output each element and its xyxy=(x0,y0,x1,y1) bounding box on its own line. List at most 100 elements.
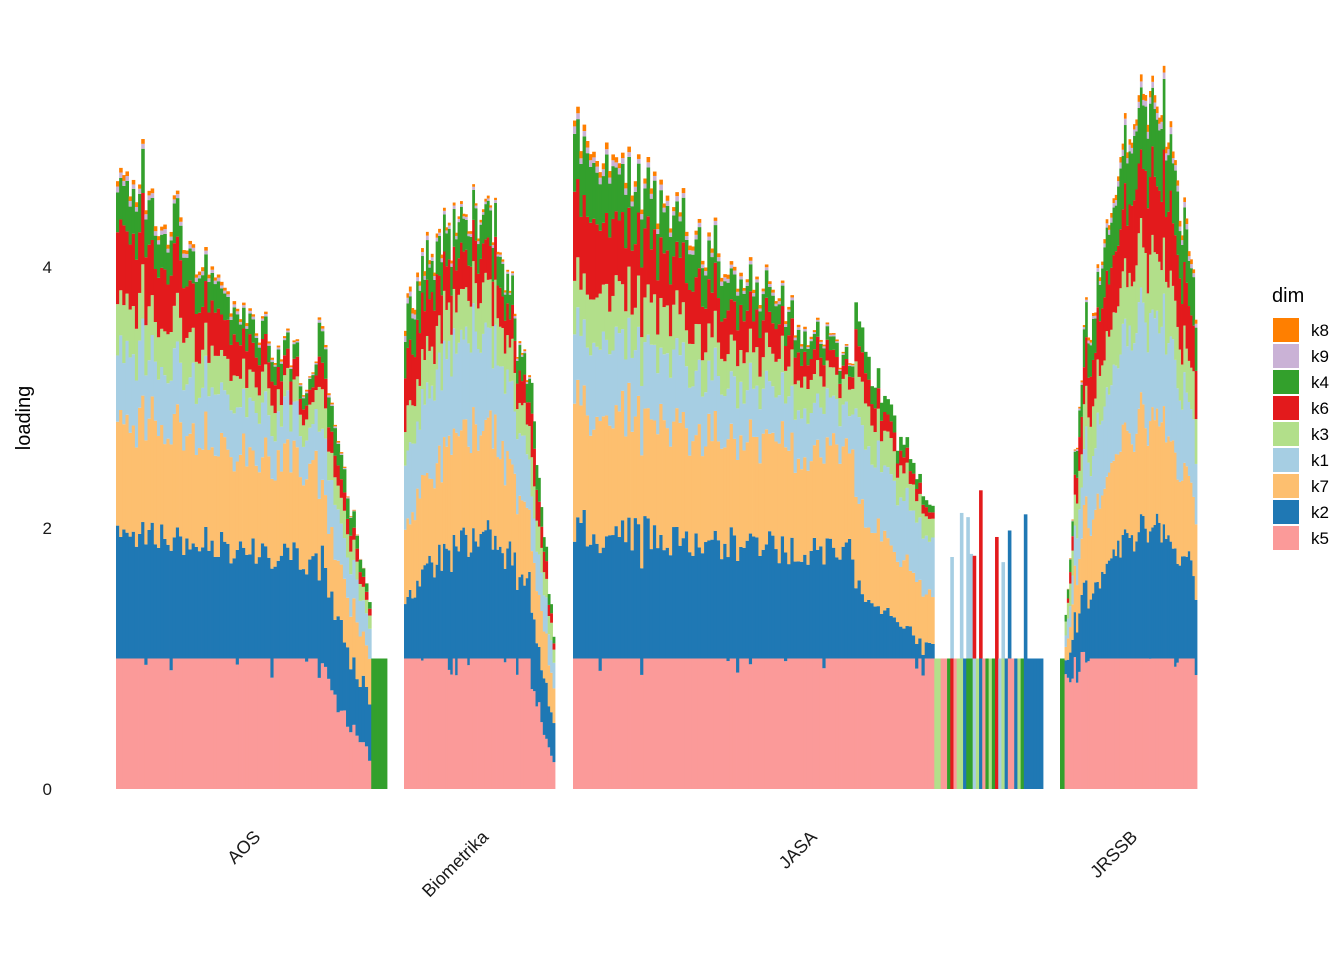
bar-segment-k3 xyxy=(238,378,243,408)
bar-segment-k6 xyxy=(1137,163,1141,234)
bar-segment-k9 xyxy=(678,216,683,222)
bar-segment-k9 xyxy=(166,248,170,253)
bar-segment-k8 xyxy=(496,251,500,255)
bar-segment-k2 xyxy=(423,565,427,659)
bar-segment-k8 xyxy=(1085,297,1088,300)
bar-segment-k4 xyxy=(188,248,193,281)
bar-segment-k3 xyxy=(305,419,309,441)
bar-segment-k6 xyxy=(520,381,524,406)
bar-segment-k8 xyxy=(646,157,651,163)
bar-segment-k6 xyxy=(455,270,458,313)
bar-segment-k8 xyxy=(617,163,622,169)
bar-segment-k3 xyxy=(905,462,910,488)
bar-segment-k3 xyxy=(688,343,692,388)
bar-segment-k6 xyxy=(1119,229,1123,289)
bar-segment-k1 xyxy=(1165,354,1168,443)
bar-segment-k2 xyxy=(153,544,158,659)
bar-segment-k3 xyxy=(863,403,868,450)
bar-segment-k9 xyxy=(210,269,215,273)
bar-segment-k2 xyxy=(688,552,692,659)
bar-segment-k8 xyxy=(1105,219,1109,224)
bar-segment-k3 xyxy=(1017,658,1022,789)
bar-segment-k2 xyxy=(1162,524,1166,659)
bar-segment-k5 xyxy=(484,658,488,789)
bar-segment-k8 xyxy=(1146,124,1150,132)
bar-segment-k8 xyxy=(694,230,699,235)
bar-segment-k2 xyxy=(1082,582,1086,652)
bar-segment-k4 xyxy=(413,319,417,358)
bar-segment-k8 xyxy=(784,321,788,325)
bar-segment-k3 xyxy=(550,622,553,641)
bar-segment-k3 xyxy=(579,289,583,336)
bar-segment-k9 xyxy=(1194,323,1198,328)
bar-segment-k3 xyxy=(421,349,424,389)
bar-segment-k8 xyxy=(257,342,262,345)
bar-segment-k6 xyxy=(336,465,341,486)
bar-segment-k7 xyxy=(1194,524,1198,600)
bar-segment-k1 xyxy=(847,416,852,454)
bar-segment-k4 xyxy=(430,260,434,293)
bar-segment-k6 xyxy=(1078,437,1081,471)
bar-segment-k1 xyxy=(523,435,527,502)
bar-segment-k6 xyxy=(467,265,471,301)
bar-segment-k9 xyxy=(298,384,303,387)
bar-segment-k4 xyxy=(438,235,441,276)
bar-segment-k8 xyxy=(131,179,136,185)
bar-segment-k9 xyxy=(207,278,211,283)
bar-segment-k1 xyxy=(216,394,221,457)
bar-segment-k4 xyxy=(1103,247,1107,298)
bar-segment-k7 xyxy=(601,416,606,548)
bar-segment-k7 xyxy=(150,396,155,523)
bar-segment-k4 xyxy=(780,285,785,307)
bar-segment-k8 xyxy=(248,308,252,311)
bar-segment-k1 xyxy=(601,331,606,417)
bar-segment-k2 xyxy=(520,574,524,659)
bar-segment-k5 xyxy=(1194,675,1198,789)
bar-segment-k7 xyxy=(501,440,505,554)
bar-segment-k6 xyxy=(1142,168,1145,248)
bar-segment-k6 xyxy=(430,292,434,347)
bar-segment-k4 xyxy=(1075,450,1079,478)
bar-segment-k9 xyxy=(333,426,337,429)
bar-segment-k2 xyxy=(1126,533,1129,659)
bar-segment-k9 xyxy=(462,216,466,219)
bar-segment-k1 xyxy=(1096,412,1100,494)
bar-segment-k1 xyxy=(1139,287,1143,393)
bar-segment-k9 xyxy=(748,260,753,265)
bar-segment-k5 xyxy=(1094,658,1097,789)
bar-segment-k2 xyxy=(752,536,756,659)
bar-segment-k2 xyxy=(144,544,148,665)
bar-segment-k8 xyxy=(464,214,468,217)
bar-segment-k8 xyxy=(223,287,227,291)
bar-segment-k1 xyxy=(857,417,862,504)
bar-segment-k8 xyxy=(841,351,846,354)
bar-segment-k4 xyxy=(636,163,641,213)
bar-segment-k4 xyxy=(469,236,473,267)
bar-segment-k8 xyxy=(503,290,507,293)
bar-segment-k7 xyxy=(771,432,775,536)
bar-segment-k3 xyxy=(270,405,274,437)
bar-segment-k2 xyxy=(800,561,804,659)
bar-segment-k5 xyxy=(540,722,544,789)
bar-segment-k3 xyxy=(640,337,644,386)
bar-segment-k7 xyxy=(847,453,852,539)
bar-segment-k4 xyxy=(1087,343,1091,378)
bar-segment-k9 xyxy=(131,184,136,189)
bar-segment-k9 xyxy=(1091,315,1095,319)
bar-segment-k3 xyxy=(201,349,205,388)
bar-segment-k3 xyxy=(320,389,325,429)
bar-segment-k7 xyxy=(793,472,798,562)
bar-segment-k3 xyxy=(691,343,695,387)
bar-segment-k1 xyxy=(633,350,638,417)
bar-segment-k3 xyxy=(1146,293,1150,353)
bar-segment-k9 xyxy=(662,207,667,213)
bar-segment-k6 xyxy=(761,320,766,358)
bar-segment-k2 xyxy=(863,601,868,659)
bar-segment-k1 xyxy=(844,401,849,439)
bar-segment-k1 xyxy=(311,424,315,461)
bar-segment-k2 xyxy=(764,544,769,659)
bar-segment-k6 xyxy=(197,312,202,364)
bar-segment-k2 xyxy=(736,561,740,673)
bar-segment-k8 xyxy=(736,288,740,292)
bar-segment-k8 xyxy=(659,179,663,185)
